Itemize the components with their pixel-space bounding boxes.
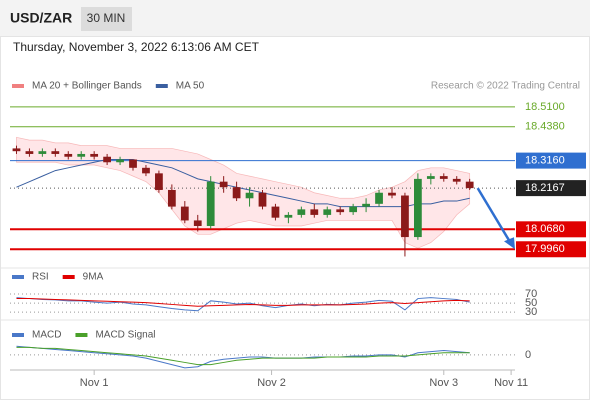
- candle-body: [206, 181, 215, 226]
- y-tick-label: 30: [525, 306, 537, 318]
- indicator-line: [16, 298, 470, 307]
- level-label: 18.0680: [525, 223, 565, 235]
- legend-swatch: [12, 275, 24, 279]
- candle-body: [25, 151, 34, 154]
- legend-label: MACD: [32, 330, 61, 341]
- level-label: 18.2167: [525, 182, 565, 194]
- legend-label: RSI: [32, 272, 49, 283]
- level-box: [516, 180, 586, 197]
- level-box: [516, 221, 586, 238]
- interval-box: [81, 7, 132, 31]
- x-tick-label: Nov 2: [257, 377, 286, 389]
- candle-body: [103, 156, 111, 163]
- candle-body: [310, 209, 319, 215]
- legend-label: MACD Signal: [95, 330, 155, 341]
- candle-body: [258, 192, 267, 207]
- level-label: 18.3160: [525, 155, 565, 167]
- candle-body: [388, 192, 396, 196]
- legend-swatch: [12, 84, 24, 88]
- level-box: [516, 152, 586, 169]
- candle-body: [219, 181, 228, 188]
- interval: 30 MIN: [87, 11, 126, 25]
- candle-body: [401, 195, 409, 238]
- legend-swatch: [62, 275, 75, 279]
- legend-swatch: [155, 84, 168, 88]
- candle-body: [232, 187, 241, 199]
- candle-body: [271, 206, 280, 218]
- level-label: 18.5100: [525, 101, 565, 113]
- candle-body: [193, 220, 202, 226]
- x-tick-label: Nov 3: [429, 377, 458, 389]
- candle-body: [64, 153, 73, 157]
- ma50-line: [16, 158, 470, 208]
- y-tick-label: 50: [525, 297, 537, 309]
- legend-label: 9MA: [83, 272, 104, 283]
- candle-body: [167, 189, 176, 207]
- y-tick-label: 0: [525, 349, 531, 361]
- candle-body: [180, 206, 189, 221]
- candle-body: [129, 159, 137, 168]
- level-box: [516, 241, 586, 258]
- candle-body: [297, 209, 306, 215]
- candle-body: [38, 151, 47, 154]
- candle-body: [426, 176, 435, 179]
- candle-body: [439, 176, 448, 179]
- candle-body: [362, 203, 370, 207]
- candle-body: [155, 173, 163, 190]
- legend-swatch: [12, 333, 24, 337]
- candle-body: [116, 159, 124, 163]
- candle-body: [465, 181, 474, 189]
- candle-body: [349, 206, 358, 213]
- forecast-arrowhead: [504, 237, 515, 250]
- symbol: USD/ZAR: [10, 10, 72, 26]
- legend-label: MA 50: [176, 81, 205, 92]
- legend-swatch: [75, 333, 88, 337]
- candle-body: [77, 153, 86, 157]
- indicator-line: [16, 345, 470, 369]
- candle-body: [142, 167, 150, 174]
- candle-body: [336, 209, 345, 213]
- candle-body: [452, 178, 461, 182]
- candle-body: [284, 214, 293, 218]
- level-label: 17.9960: [525, 243, 565, 255]
- candle-body: [90, 153, 99, 157]
- legend-label: MA 20 + Bollinger Bands: [32, 81, 142, 92]
- credit: Research © 2022 Trading Central: [431, 81, 580, 92]
- forecast-arrow: [476, 187, 514, 246]
- level-label: 18.4380: [525, 121, 565, 133]
- candle-body: [12, 148, 21, 152]
- timestamp: Thursday, November 3, 2022 6:13:06 AM CE…: [13, 40, 260, 54]
- candle-body: [245, 192, 254, 199]
- x-tick-label: Nov 11: [494, 377, 528, 389]
- x-tick-label: Nov 1: [80, 377, 109, 389]
- indicator-line: [16, 346, 470, 366]
- candle-body: [375, 192, 383, 204]
- candle-body: [323, 209, 332, 215]
- y-tick-label: 70: [525, 288, 537, 300]
- candle-body: [51, 151, 60, 154]
- candle-body: [414, 178, 422, 238]
